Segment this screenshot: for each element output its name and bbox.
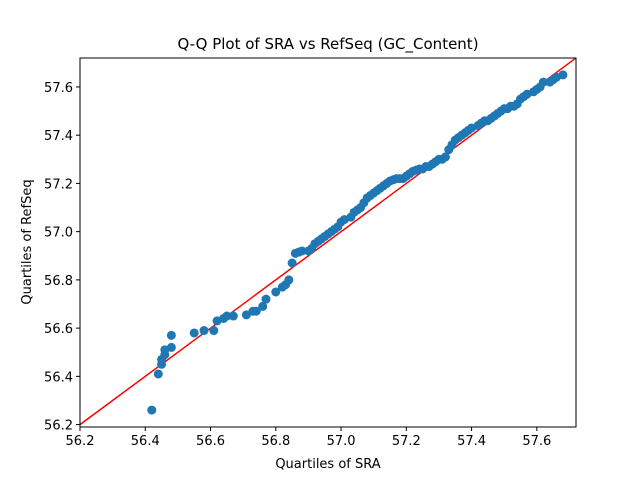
x-tick-label: 57.6	[522, 434, 551, 449]
x-tick-label: 56.2	[66, 434, 95, 449]
x-tick-label: 56.8	[261, 434, 290, 449]
scatter-point	[228, 311, 238, 321]
y-tick-label: 56.8	[44, 274, 73, 289]
scatter-point	[153, 369, 163, 379]
y-tick-label: 56.4	[44, 370, 73, 385]
y-tick-label: 57.2	[44, 177, 73, 192]
scatter-point	[199, 326, 209, 336]
x-tick-label: 57.4	[457, 434, 486, 449]
x-tick-label: 57.0	[327, 434, 356, 449]
scatter-point	[251, 306, 261, 316]
scatter-point	[287, 258, 297, 268]
scatter-point	[147, 405, 157, 415]
scatter-point	[284, 275, 294, 285]
y-axis: 56.2 56.4 56.6 56.8 57.0 57.2 57.4 57.6	[44, 81, 80, 434]
scatter-point	[558, 70, 568, 80]
scatter-point	[271, 287, 281, 297]
x-tick-label: 57.2	[392, 434, 421, 449]
y-tick-label: 56.2	[44, 419, 73, 434]
scatter-point	[189, 328, 199, 338]
x-axis-label: Quartiles of SRA	[275, 457, 380, 472]
scatter-point	[538, 77, 548, 87]
y-tick-label: 57.6	[44, 81, 73, 96]
chart-title: Q-Q Plot of SRA vs RefSeq (GC_Content)	[177, 35, 478, 54]
scatter-point	[209, 326, 219, 336]
plot-frame	[79, 57, 577, 428]
x-axis: 56.2 56.4 56.6 56.8 57.0 57.2 57.4 57.6	[66, 427, 551, 449]
scatter-point	[166, 342, 176, 352]
scatter-point	[258, 301, 268, 311]
y-tick-label: 56.6	[44, 322, 73, 337]
y-tick-label: 57.4	[44, 129, 73, 144]
y-tick-label: 57.0	[44, 226, 73, 241]
scatter-point	[440, 152, 450, 162]
scatter-point	[261, 294, 271, 304]
scatter-point	[297, 246, 307, 256]
scatter-point	[166, 330, 176, 340]
x-tick-label: 56.4	[131, 434, 160, 449]
plot-area	[79, 57, 577, 428]
scatter-points-layer	[147, 70, 568, 415]
y-axis-label: Quartiles of RefSeq	[20, 179, 35, 304]
scatter-point	[222, 311, 232, 321]
x-tick-label: 56.6	[196, 434, 225, 449]
